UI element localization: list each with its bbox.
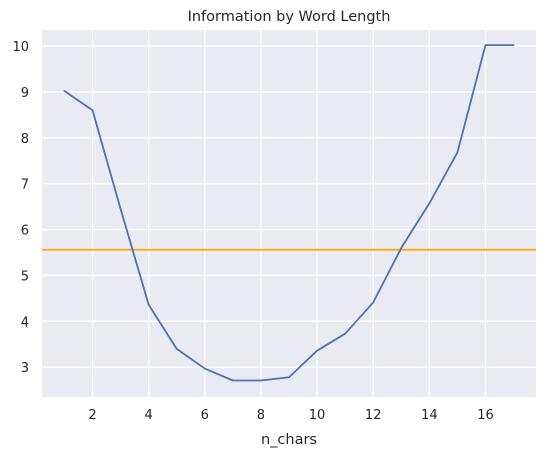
y-tick-label: 10 <box>12 40 29 55</box>
y-tick-label: 4 <box>21 315 29 330</box>
series-lines <box>63 44 515 382</box>
y-tick-label: 7 <box>21 178 29 193</box>
tick-labels: 2 4 6 8 10 12 14 16 3 4 5 6 7 8 9 10 <box>12 40 493 423</box>
x-tick-label: 6 <box>201 408 209 423</box>
x-axis-label: n_chars <box>261 432 317 448</box>
y-tick-label: 5 <box>21 269 29 284</box>
x-tick-label: 14 <box>421 408 438 423</box>
y-tick-label: 9 <box>21 86 29 101</box>
x-tick-label: 16 <box>477 408 494 423</box>
grid-lines <box>42 30 536 397</box>
plot-area <box>42 30 536 397</box>
chart-title: Information by Word Length <box>188 9 391 25</box>
series-line <box>63 44 515 382</box>
y-tick-label: 8 <box>21 132 29 147</box>
y-tick-label: 3 <box>21 361 29 376</box>
x-tick-label: 4 <box>145 408 153 423</box>
x-tick-label: 8 <box>257 408 265 423</box>
y-tick-label: 6 <box>21 224 29 239</box>
x-tick-label: 2 <box>88 408 96 423</box>
x-tick-label: 10 <box>309 408 326 423</box>
x-tick-label: 12 <box>365 408 382 423</box>
